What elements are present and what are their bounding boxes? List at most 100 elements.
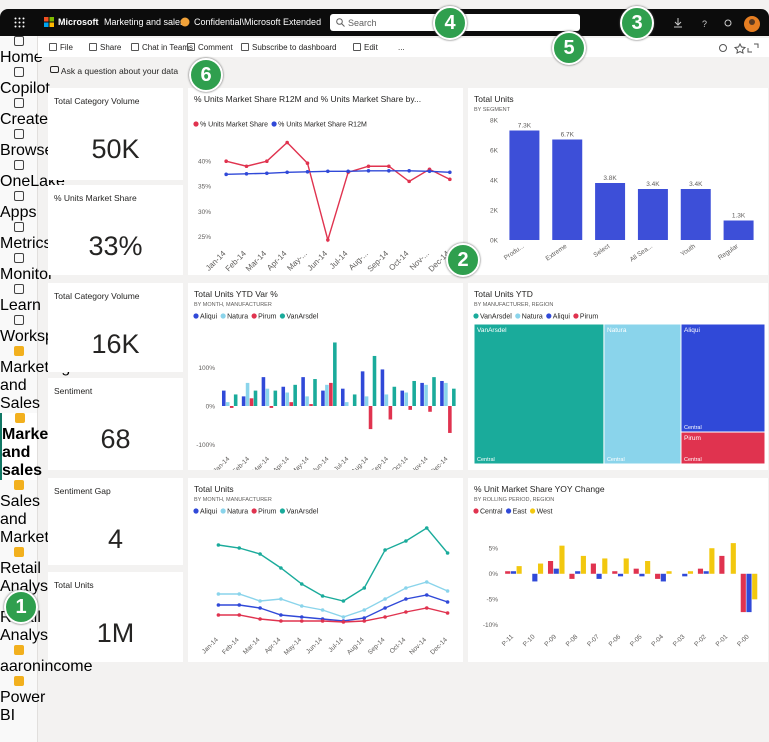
- nav-item[interactable]: Marketing and sales: [0, 413, 78, 480]
- header-icons: ?: [674, 16, 760, 32]
- nav-item[interactable]: Sales and Marketing...: [0, 480, 84, 547]
- bar: [313, 379, 317, 406]
- nav-item[interactable]: Retail Analysis...: [0, 547, 73, 596]
- chart-tile[interactable]: Total Units BY SEGMENT 0K 2K 4K 6K 8K Produ... E…: [468, 88, 768, 275]
- nav-icon: [14, 413, 25, 423]
- workspace-name[interactable]: Marketing and sales: [104, 17, 185, 27]
- bar: [623, 558, 629, 574]
- line-series: [226, 170, 450, 176]
- x-tick-label: Sep-14: [370, 455, 390, 470]
- chart-title: % Unit Market Share YOY Change: [474, 484, 605, 494]
- line-marker: [237, 603, 242, 607]
- line-marker: [279, 613, 283, 617]
- card-tile: Sentiment 68: [48, 378, 183, 470]
- sensitivity-label[interactable]: Confidential\Microsoft Extended: [194, 17, 322, 27]
- toolbar-icon: [89, 43, 97, 51]
- nav-label: Marketing and sales: [2, 426, 78, 479]
- x-tick-label: P-08: [565, 633, 580, 648]
- x-tick-label: Oct-14: [389, 636, 408, 655]
- nav-item[interactable]: Apps: [0, 191, 37, 222]
- nav-label: Home: [0, 49, 43, 66]
- chart-title: Total Units: [474, 94, 514, 104]
- chart-title: Total Units: [194, 484, 234, 494]
- nav-item[interactable]: Power BI: [0, 676, 45, 725]
- toolbar-button[interactable]: Share: [100, 43, 122, 52]
- nav-item[interactable]: Monitor: [0, 253, 53, 284]
- line-marker: [445, 611, 450, 615]
- y-tick-label: 4K: [490, 177, 499, 184]
- callout-badge: 6: [189, 58, 223, 92]
- bar: [241, 396, 246, 406]
- view-icons[interactable]: [718, 42, 768, 54]
- y-tick-label: -10%: [483, 622, 498, 629]
- x-tick-label: Jan-14: [212, 455, 231, 470]
- chart-tile[interactable]: % Unit Market Share YOY Change BY ROLLING…: [468, 478, 768, 662]
- nav-label: Workspaces: [0, 328, 88, 345]
- bar: [249, 398, 254, 406]
- bar: [537, 563, 544, 574]
- nav-item[interactable]: Marketing and Sales: [0, 346, 71, 413]
- toolbar: File Share Chat in Teams Comment Subscribe t…: [38, 38, 769, 57]
- x-tick-label: Jun-14: [305, 636, 324, 655]
- legend-label: Aliqui: [200, 509, 218, 516]
- nav-label: Learn: [0, 297, 41, 314]
- treemap-sublabel: Central: [477, 457, 495, 463]
- nav-item[interactable]: aaronincome: [0, 645, 93, 676]
- legend-label: Pirum: [258, 509, 276, 516]
- toolbar-button[interactable]: Chat in Teams: [142, 43, 193, 52]
- bar: [225, 402, 230, 406]
- x-tick-label: P-06: [608, 633, 623, 648]
- nav-item[interactable]: OneLake: [0, 160, 65, 191]
- nav-label: aaronincome: [0, 658, 93, 675]
- toolbar-button[interactable]: Comment: [198, 43, 233, 52]
- bar: [509, 130, 540, 240]
- x-tick-label: P-03: [672, 633, 687, 648]
- data-label: 1.3K: [732, 213, 746, 220]
- nav-item[interactable]: Browse: [0, 129, 53, 160]
- line-marker: [216, 543, 221, 547]
- y-tick-label: 8K: [490, 117, 499, 124]
- qna-text: Ask a question about your data: [60, 66, 179, 76]
- bar: [687, 571, 694, 574]
- toolbar-button[interactable]: Subscribe to dashboard: [252, 43, 337, 52]
- chart-tile[interactable]: Total Units BY MONTH, MANUFACTURER Aliqui N…: [188, 478, 463, 662]
- callout-badge: 5: [552, 31, 586, 65]
- toolbar-button[interactable]: ...: [398, 43, 405, 52]
- bar: [432, 377, 436, 406]
- nav-item[interactable]: Copilot: [0, 67, 50, 98]
- line-marker: [258, 617, 262, 621]
- svg-text:?: ?: [702, 19, 707, 29]
- treemap-label: VanArsdel: [477, 327, 507, 334]
- toolbar-button[interactable]: File: [60, 43, 73, 52]
- chart-tile[interactable]: Total Units YTD Var % BY MONTH, MANUFACTU…: [188, 283, 463, 470]
- nav-item[interactable]: Learn: [0, 284, 41, 315]
- nav-item[interactable]: Home: [0, 36, 43, 67]
- nav-item[interactable]: Workspaces: [0, 315, 88, 346]
- bar: [575, 571, 581, 574]
- nav-icon: [13, 160, 24, 170]
- legend-swatch: [279, 508, 286, 514]
- bar: [703, 571, 709, 574]
- qna-box[interactable]: Ask a question about your data: [50, 66, 178, 76]
- bar: [305, 396, 309, 406]
- card-title: Sentiment Gap: [54, 486, 111, 496]
- card-title: Total Units: [54, 580, 94, 590]
- line-marker: [216, 603, 221, 607]
- nav-label: Marketing and Sales: [0, 359, 71, 412]
- legend-label: Natura: [227, 314, 248, 321]
- toolbar-button[interactable]: Edit: [364, 43, 378, 52]
- chart-tile[interactable]: % Units Market Share R12M and % Units Ma…: [188, 88, 463, 275]
- y-tick-label: 0K: [490, 237, 499, 244]
- nav-item[interactable]: Metrics: [0, 222, 52, 253]
- y-tick-label: 40%: [198, 158, 211, 165]
- nav-icon: [13, 480, 24, 490]
- app-launcher[interactable]: [14, 17, 25, 28]
- nav-item[interactable]: Create: [0, 98, 48, 129]
- bar: [325, 384, 329, 406]
- line-marker: [258, 606, 262, 610]
- card-title: % Units Market Share: [54, 193, 137, 203]
- nav-label: Copilot: [0, 80, 50, 97]
- line-marker: [387, 164, 391, 169]
- chart-tile[interactable]: Total Units YTD BY MANUFACTURER, REGION Va…: [468, 283, 768, 470]
- nav-label: Apps: [0, 204, 37, 221]
